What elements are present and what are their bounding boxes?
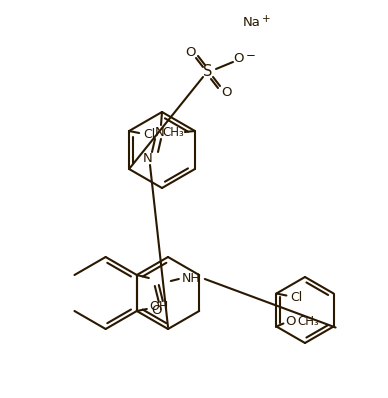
Text: CH₃: CH₃ — [298, 315, 319, 328]
Text: OH: OH — [149, 300, 168, 314]
Text: N: N — [143, 152, 153, 164]
Text: O: O — [233, 51, 243, 64]
Text: Cl: Cl — [143, 127, 155, 140]
Text: S: S — [203, 64, 213, 80]
Text: O: O — [221, 86, 231, 98]
Text: Na: Na — [243, 16, 261, 29]
Text: CH₃: CH₃ — [162, 127, 184, 140]
Text: +: + — [262, 14, 270, 24]
Text: −: − — [246, 49, 256, 62]
Text: Cl: Cl — [290, 291, 303, 304]
Text: N: N — [155, 125, 165, 139]
Text: O: O — [185, 45, 195, 59]
Text: O: O — [152, 304, 162, 316]
Text: O: O — [285, 315, 296, 328]
Text: NH: NH — [182, 273, 200, 285]
